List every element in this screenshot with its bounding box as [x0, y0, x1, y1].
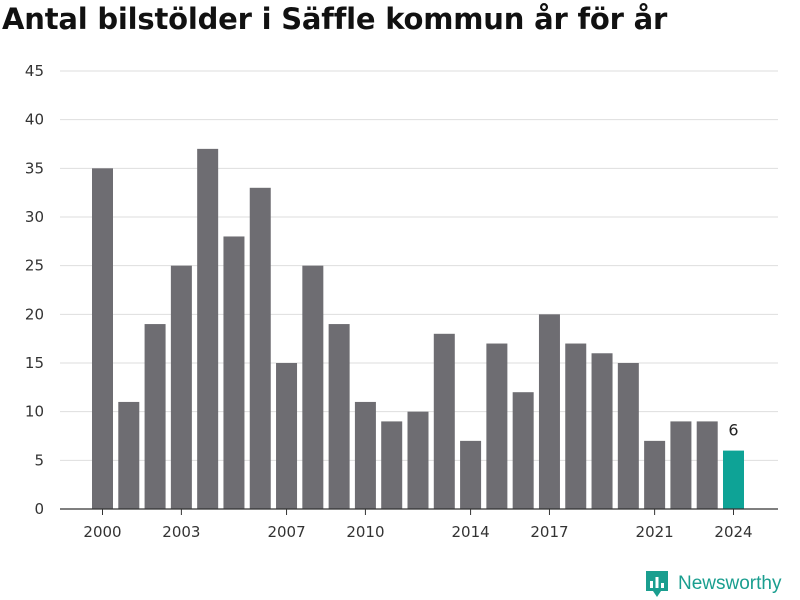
bar-2020	[617, 363, 639, 509]
y-tick-label: 5	[34, 451, 44, 469]
x-tick-label: 2003	[162, 523, 200, 541]
y-tick-label: 20	[25, 305, 44, 323]
bar-2016	[512, 392, 534, 509]
bar-2014	[460, 440, 482, 509]
newsworthy-logo-icon	[646, 571, 668, 597]
bar-2015	[486, 343, 508, 509]
data-label-2024: 6	[728, 421, 738, 440]
bar-2019	[591, 353, 613, 509]
newsworthy-brand[interactable]: Newsworthy	[644, 569, 781, 599]
y-tick-label: 35	[25, 159, 44, 177]
y-tick-label: 30	[25, 208, 44, 226]
bar-2001	[118, 401, 140, 509]
x-tick-label: 2010	[346, 523, 384, 541]
bar-2006	[249, 187, 271, 510]
bar-2024	[723, 450, 744, 509]
y-tick-label: 25	[25, 257, 44, 275]
y-tick-label: 10	[25, 403, 44, 421]
y-tick-label: 15	[25, 354, 44, 372]
gridlines	[60, 70, 778, 461]
bar-2022	[670, 421, 692, 509]
bar-2004	[197, 148, 219, 509]
bar-2000	[92, 168, 113, 510]
x-tick-label: 2000	[83, 523, 121, 541]
bar-2012	[407, 411, 429, 509]
bar-2017	[538, 314, 560, 509]
x-tick-label: 2021	[636, 523, 674, 541]
bar-2018	[565, 343, 587, 509]
bar-2005	[223, 236, 245, 509]
bar-2011	[381, 421, 403, 509]
x-tick-label: 2014	[451, 523, 489, 541]
newsworthy-brand-name: Newsworthy	[678, 573, 782, 594]
data-labels: 6	[728, 421, 738, 440]
bar-2021	[644, 440, 666, 509]
bar-2002	[144, 324, 166, 509]
bar-2007	[276, 363, 298, 509]
bar-2023	[696, 421, 718, 509]
y-tick-label: 0	[34, 500, 44, 518]
bar-2010	[354, 401, 376, 509]
bar-2008	[302, 265, 324, 509]
y-axis: 0 5 10 15 20 25 30 35 40 45	[25, 62, 44, 518]
bar-2013	[433, 333, 455, 509]
bars	[92, 148, 744, 510]
chart-title: Antal bilstölder i Säffle kommun år för …	[2, 2, 668, 36]
x-tick-label: 2024	[714, 523, 752, 541]
bar-2009	[328, 324, 350, 509]
x-tick-label: 2017	[530, 523, 568, 541]
bar-2003	[170, 265, 192, 509]
y-tick-label: 40	[25, 111, 44, 129]
y-tick-label: 45	[25, 62, 44, 80]
x-axis: 2000 2003 2007 2010 2014 2017 2021 2024	[60, 508, 778, 541]
x-tick-label: 2007	[267, 523, 305, 541]
